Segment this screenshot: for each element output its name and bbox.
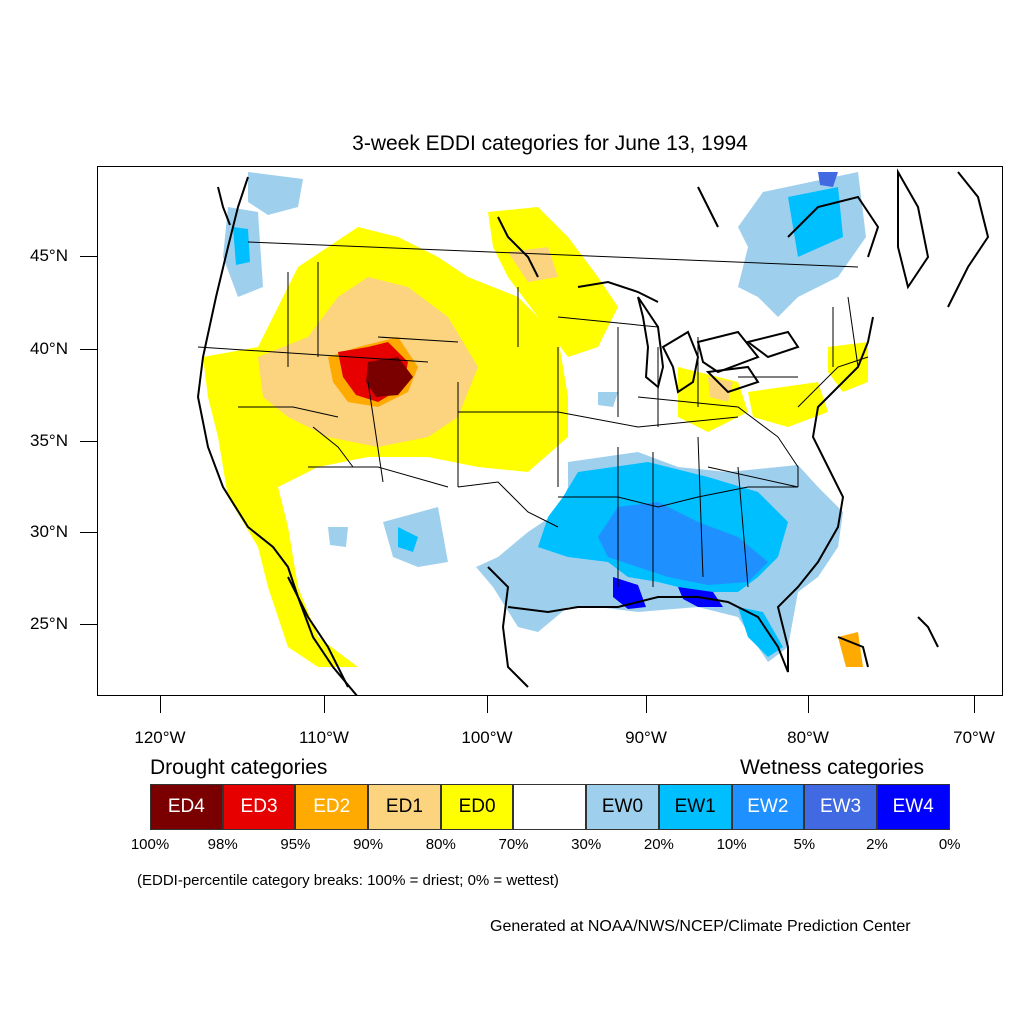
eddi-map xyxy=(196,168,990,695)
percentile-label: 98% xyxy=(207,836,238,853)
percentile-label: 30% xyxy=(571,836,602,853)
legend-box-ew3: EW3 xyxy=(804,784,877,830)
percentile-label: 90% xyxy=(353,836,384,853)
lat-tick xyxy=(80,256,97,257)
percentile-label: 2% xyxy=(866,836,888,853)
legend-colorbar: ED4 ED3 ED2 ED1 ED0 EW0 EW1 EW2 EW3 EW4 xyxy=(150,784,950,830)
percentile-label: 20% xyxy=(643,836,674,853)
percentile-label: 0% xyxy=(938,836,961,853)
percentile-label: 95% xyxy=(280,836,311,853)
lon-tick xyxy=(808,696,809,713)
lon-label-90w: 90°W xyxy=(625,728,667,747)
percentile-label: 10% xyxy=(716,836,747,853)
credit-line: Generated at NOAA/NWS/NCEP/Climate Predi… xyxy=(490,918,911,935)
drought-heading: Drought categories xyxy=(150,756,328,779)
legend-box-ed1: ED1 xyxy=(368,784,441,830)
lon-label-100w: 100°W xyxy=(461,728,513,747)
wetness-heading: Wetness categories xyxy=(740,756,925,779)
percentile-label: 5% xyxy=(793,836,816,853)
lon-tick xyxy=(160,696,161,713)
legend-box-ew1: EW1 xyxy=(658,784,732,830)
lat-tick xyxy=(80,532,97,533)
legend-box-ed3: ED3 xyxy=(222,784,296,830)
lon-label-110w: 110°W xyxy=(299,728,349,747)
lat-label-35: 35°N xyxy=(30,431,68,450)
lon-tick xyxy=(646,696,647,713)
coastlines xyxy=(196,168,990,695)
legend-box-ew2: EW2 xyxy=(731,784,805,830)
lat-label-25: 25°N xyxy=(30,614,68,633)
legend-box-ew4: EW4 xyxy=(876,784,950,830)
map-title: 3-week EDDI categories for June 13, 1994 xyxy=(352,132,748,155)
lon-label-120w: 120°W xyxy=(134,728,186,747)
wetness-shading xyxy=(223,172,866,662)
category-note: (EDDI-percentile category breaks: 100% =… xyxy=(137,872,559,889)
state-borders xyxy=(197,241,869,588)
lat-tick xyxy=(80,441,97,442)
lon-label-80w: 80°W xyxy=(787,728,829,747)
legend-box-ed4: ED4 xyxy=(150,784,223,830)
lat-label-30: 30°N xyxy=(30,522,68,541)
lon-tick xyxy=(974,696,975,713)
lon-tick xyxy=(487,696,488,713)
lat-tick xyxy=(80,624,97,625)
percentile-label: 80% xyxy=(425,836,456,853)
legend-box-ed2: ED2 xyxy=(295,784,369,830)
lon-label-70w: 70°W xyxy=(953,728,995,747)
legend-box-ew0: EW0 xyxy=(586,784,659,830)
percentile-label: 100% xyxy=(130,836,170,853)
lat-label-45: 45°N xyxy=(30,246,68,265)
percentile-label: 70% xyxy=(498,836,529,853)
legend-box-ed0: ED0 xyxy=(440,784,514,830)
legend-box-neutral xyxy=(513,784,587,830)
lon-tick xyxy=(324,696,325,713)
lat-tick xyxy=(80,349,97,350)
map-panel xyxy=(97,166,1003,696)
lat-label-40: 40°N xyxy=(30,339,68,358)
